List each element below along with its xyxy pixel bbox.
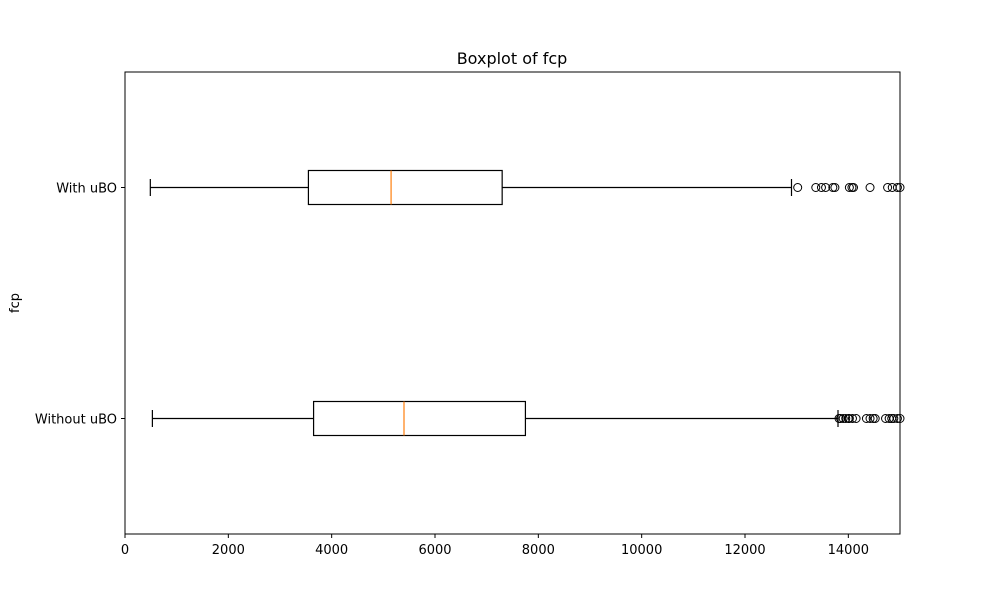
- outlier-point: [828, 183, 838, 192]
- x-tick-label: 12000: [724, 543, 765, 558]
- box: [312, 400, 527, 437]
- y-axis-label: fcp: [8, 293, 23, 313]
- outlier-point: [849, 183, 858, 192]
- outlier-point: [892, 183, 902, 192]
- outlier-point: [868, 414, 878, 423]
- outlier-point: [851, 414, 861, 423]
- y-tick-label: With uBO: [56, 182, 117, 197]
- outlier-point: [844, 414, 854, 423]
- outlier-point: [838, 414, 848, 423]
- outlier-point: [844, 183, 854, 192]
- outlier-point: [811, 183, 821, 192]
- outlier-point: [841, 414, 851, 423]
- outlier-point: [861, 414, 871, 423]
- box: [307, 169, 503, 206]
- outlier-point: [816, 183, 826, 192]
- outlier-point: [892, 414, 902, 423]
- x-tick-label: 8000: [522, 543, 555, 558]
- y-tick-label: Without uBO: [35, 413, 117, 428]
- outlier-point: [793, 183, 803, 192]
- x-tick-label: 10000: [621, 543, 662, 558]
- x-tick-label: 2000: [212, 543, 245, 558]
- outlier-point: [889, 414, 899, 423]
- outlier-point: [883, 183, 893, 192]
- outlier-point: [821, 183, 831, 192]
- plot-frame: [124, 71, 901, 535]
- outlier-point: [847, 414, 857, 423]
- outlier-point: [865, 414, 875, 423]
- outlier-point: [830, 183, 840, 192]
- plot-area: 0 2000 4000 6000 8000 10000 12000 14000 Without …: [35, 169, 905, 558]
- outlier-point: [870, 414, 880, 423]
- x-tick-label: 14000: [828, 543, 869, 558]
- x-tick-label: 4000: [315, 543, 348, 558]
- outlier-point: [865, 183, 875, 192]
- x-tick-label: 0: [121, 543, 129, 558]
- x-tick-label: 6000: [418, 543, 451, 558]
- chart-title: Boxplot of fcp: [457, 49, 568, 68]
